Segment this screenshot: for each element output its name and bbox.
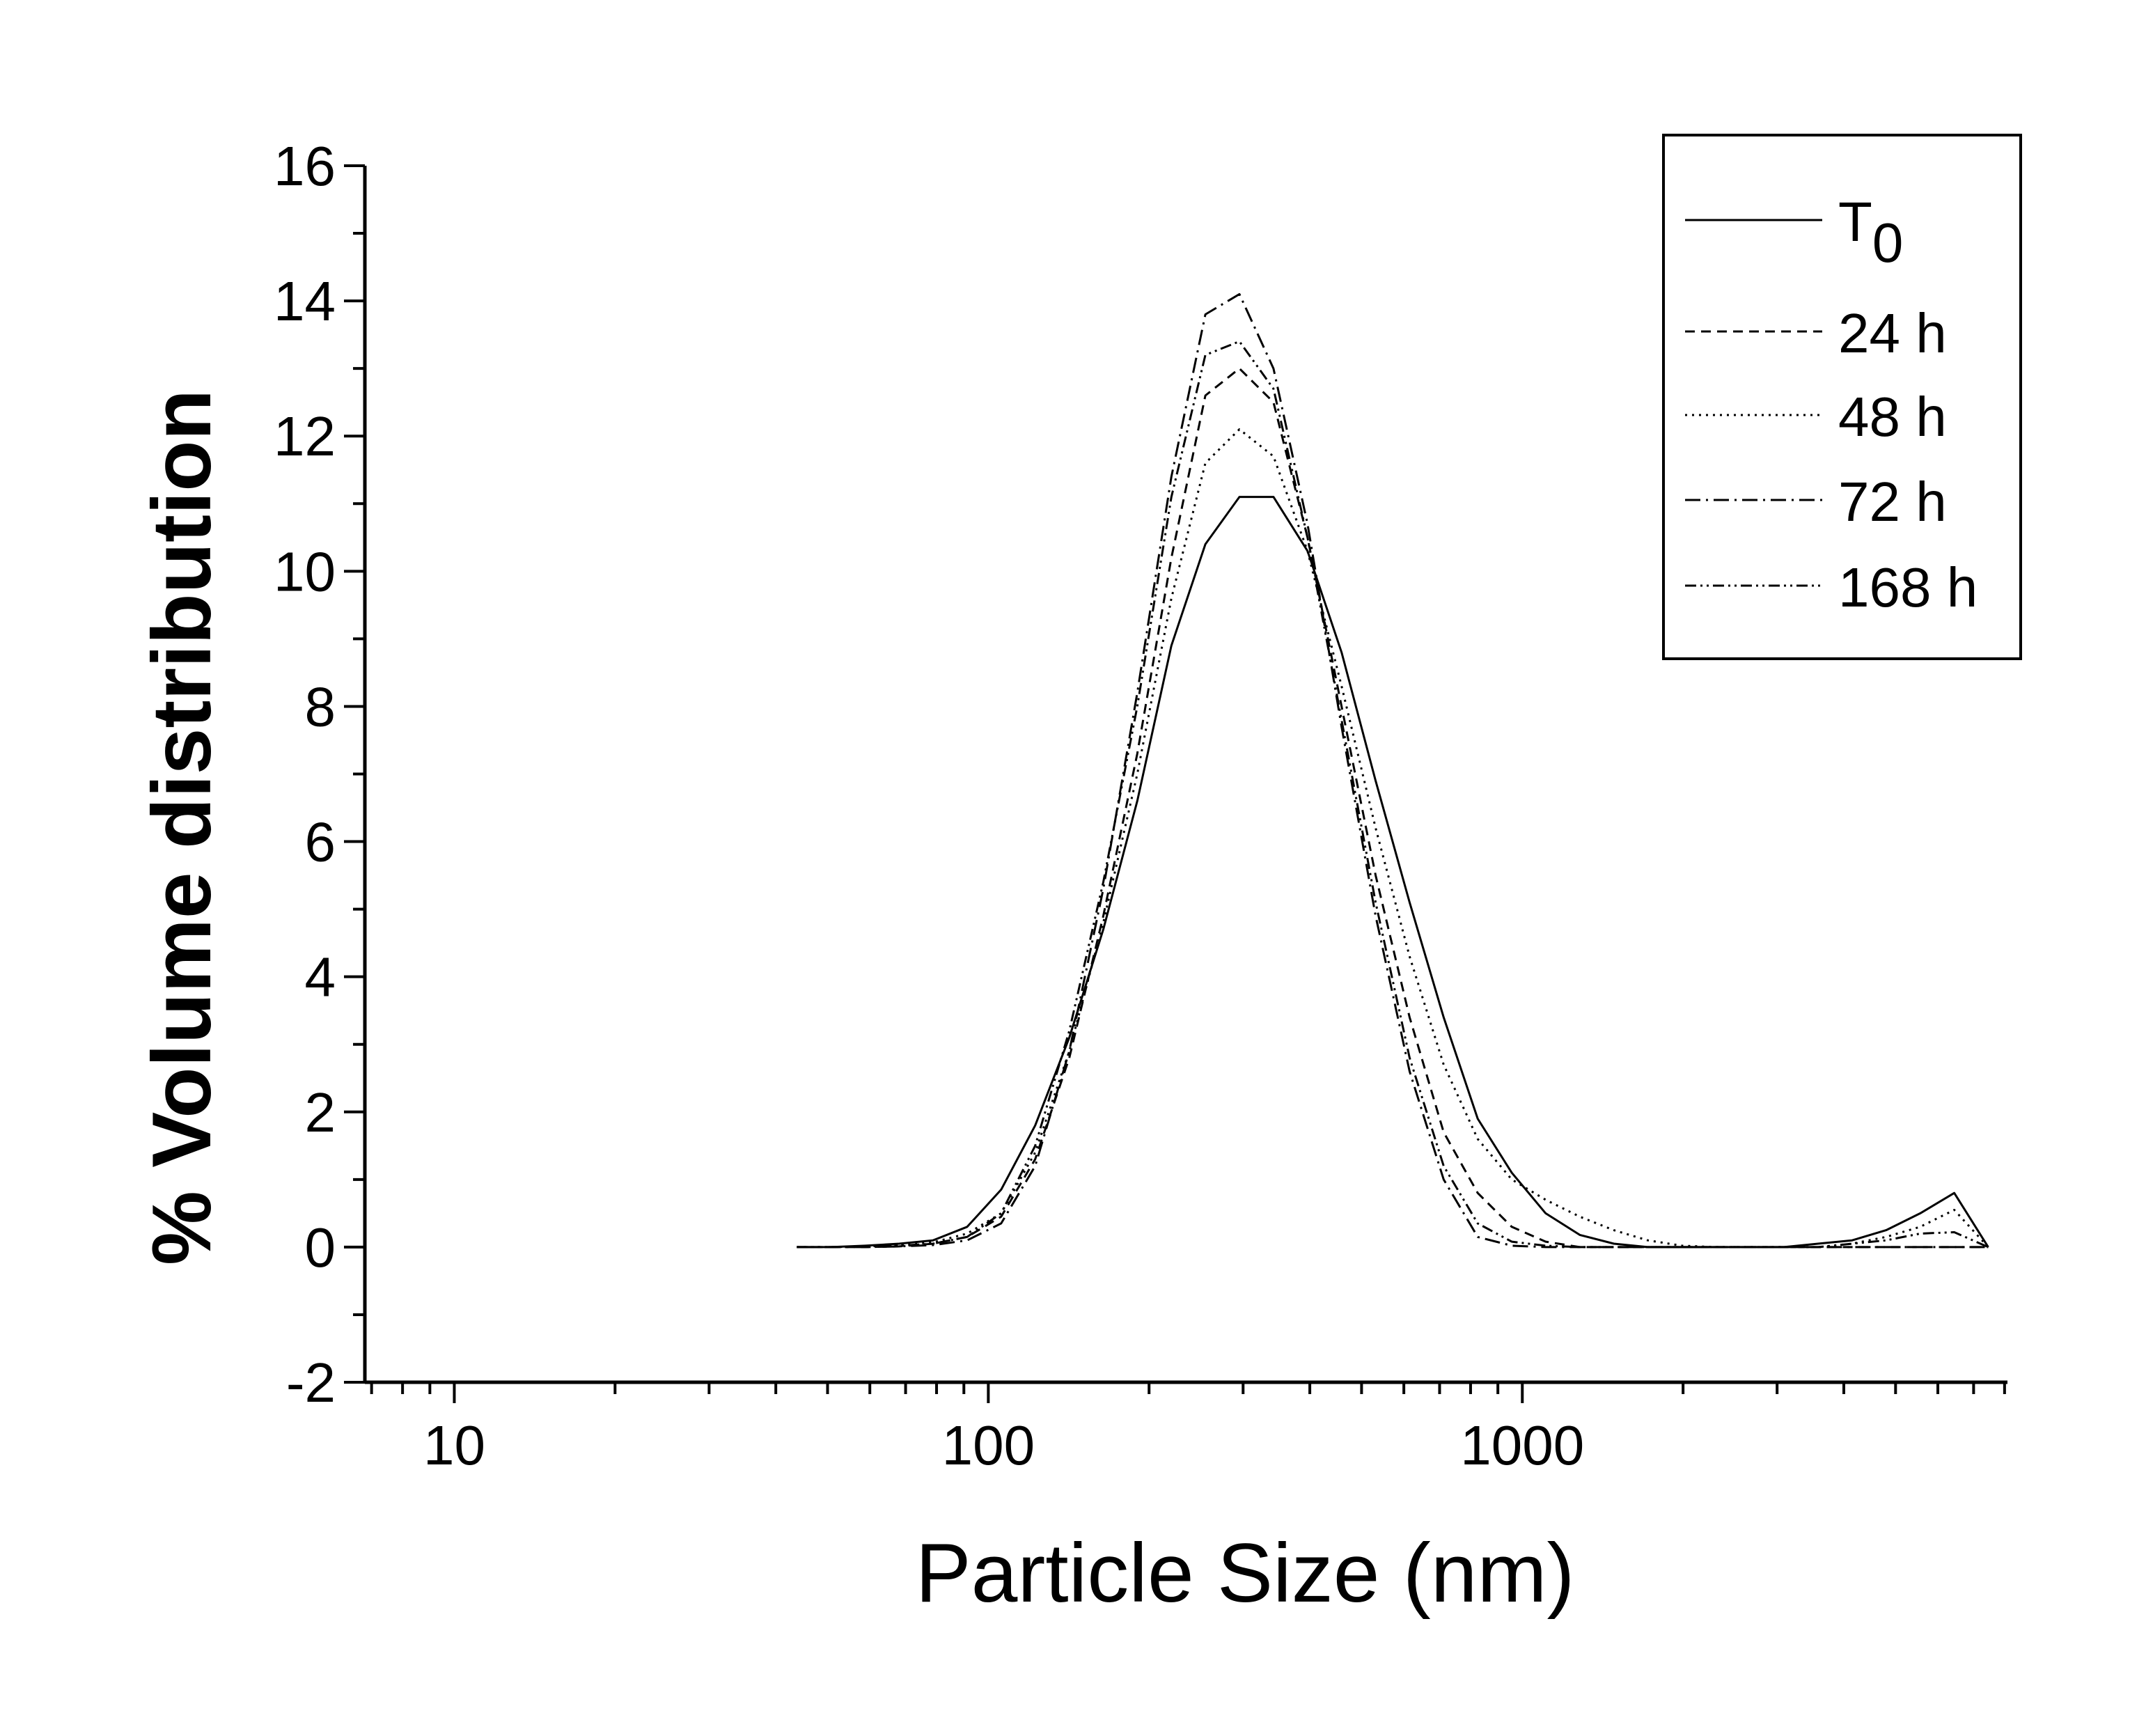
y-tick-label: 14 — [274, 270, 336, 332]
y-ticks: -2 0 2 4 6 8 10 12 14 16 — [274, 135, 365, 1414]
y-tick-label: 12 — [274, 405, 336, 467]
legend-box — [1662, 134, 2022, 660]
x-ticks: 10 100 1000 — [370, 1382, 2006, 1476]
y-tick-label: 4 — [305, 946, 336, 1008]
y-tick-label: 16 — [274, 135, 336, 197]
y-tick-label: 0 — [305, 1217, 336, 1278]
legend-label-4: 168 h — [1838, 556, 1978, 618]
legend-label-0: T0 — [1838, 191, 1903, 274]
series-line-4 — [797, 340, 1989, 1249]
series-line-3 — [797, 292, 1989, 1249]
legend-label-1: 24 h — [1838, 302, 1947, 364]
plot-lines — [797, 292, 1989, 1249]
legend: T0 24 h 48 h 72 h 168 h — [1662, 134, 2022, 660]
y-tick-label: -2 — [286, 1352, 336, 1414]
x-tick-label: 100 — [942, 1414, 1035, 1476]
y-tick-label: 8 — [305, 675, 336, 737]
x-tick-label: 1000 — [1460, 1414, 1584, 1476]
y-tick-label: 6 — [305, 811, 336, 873]
x-axis-title: Particle Size (nm) — [916, 1526, 1575, 1620]
x-tick-label: 10 — [423, 1414, 485, 1476]
legend-label-3: 72 h — [1838, 471, 1947, 533]
y-axis-title: % Volume distribution — [135, 389, 228, 1265]
legend-label-2: 48 h — [1838, 386, 1947, 448]
y-tick-label: 2 — [305, 1081, 336, 1143]
y-tick-label: 10 — [274, 540, 336, 602]
